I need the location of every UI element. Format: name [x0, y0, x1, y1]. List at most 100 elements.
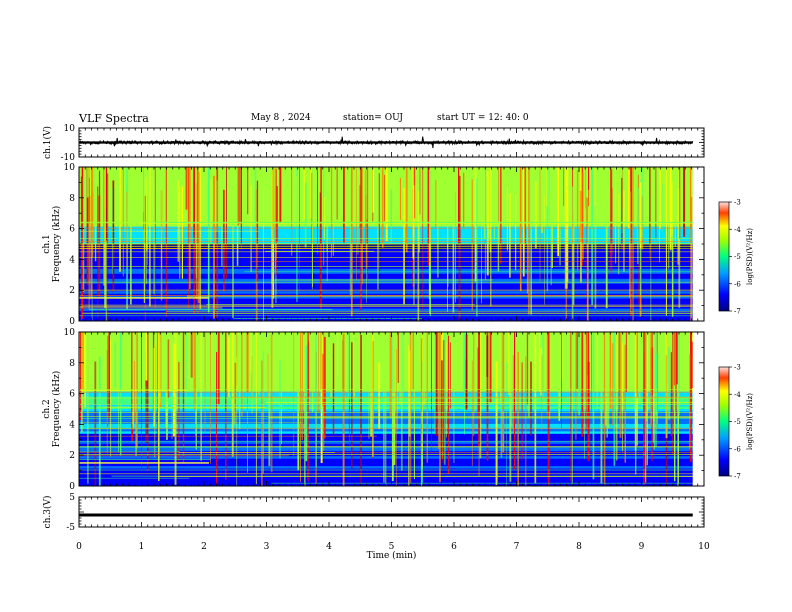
spec-streak [141, 332, 142, 471]
x-tick-label: 6 [451, 542, 457, 552]
colorbar-label: log(PSD)(V²/Hz) [746, 393, 754, 450]
y-tick-label: 0 [69, 482, 75, 492]
y-axis-label: ch.1(V) [42, 126, 53, 159]
spec-streak [511, 332, 513, 427]
spec-streak [246, 332, 249, 393]
spec-streak [119, 332, 122, 456]
spec-streak [618, 332, 620, 419]
spec-streak [185, 332, 187, 397]
spec-streak [331, 167, 333, 256]
spec-streak [474, 167, 477, 282]
spec-streak [514, 332, 515, 470]
spec-streak [458, 167, 460, 244]
spec-streak [199, 167, 202, 310]
spec-streak [493, 184, 495, 240]
x-tick-label: 4 [326, 542, 332, 552]
spec-streak [509, 332, 512, 482]
spec-streak [671, 181, 673, 236]
spec-streak [267, 354, 269, 399]
spec-streak [231, 332, 234, 457]
spec-streak [153, 347, 156, 427]
spec-streak [471, 360, 473, 466]
spec-streak [643, 332, 645, 485]
spec-streak [497, 167, 500, 272]
spec-streak [359, 184, 361, 229]
spec-streak [483, 167, 486, 240]
spec-streak [679, 167, 681, 240]
spec-streak [291, 167, 293, 256]
spec-streak [619, 332, 622, 438]
spec-row [79, 339, 693, 343]
spec-streak [674, 332, 677, 417]
spec-streak [356, 167, 357, 281]
spec-streak [239, 167, 241, 225]
spec-streak [523, 167, 526, 246]
spec-row [79, 258, 693, 262]
spec-streak [149, 168, 151, 307]
spec-streak [412, 167, 414, 259]
spec-streak [303, 167, 305, 220]
spec-streak [613, 332, 616, 466]
spec-streak [272, 167, 275, 240]
spec-streak [621, 167, 623, 234]
spec-streak [498, 167, 500, 222]
spec-streak [611, 187, 613, 256]
spec-streak [486, 332, 489, 461]
spec-streak [612, 343, 614, 426]
spec-streak [691, 341, 694, 388]
spec-streak [82, 332, 84, 390]
spec-streak [674, 332, 676, 482]
spec-streak [384, 174, 385, 222]
spec-streak [261, 360, 263, 486]
spec-streak [488, 167, 490, 239]
spec-streak [237, 167, 239, 226]
y-axis-label: ch.2 [42, 399, 52, 418]
spec-streak [422, 332, 423, 469]
spec-streak [141, 167, 144, 213]
spec-streak [217, 332, 220, 404]
spec-streak [628, 167, 630, 229]
spec-streak [683, 167, 686, 237]
spec-streak [651, 332, 653, 461]
spec-streak [94, 361, 97, 486]
spec-streak [399, 177, 401, 220]
spec-streak [132, 332, 135, 428]
spec-streak [372, 332, 374, 457]
spec-streak [455, 191, 456, 303]
spec-streak [571, 332, 573, 390]
spec-streak [621, 332, 623, 402]
spec-streak [167, 339, 170, 398]
spec-streak [323, 167, 325, 266]
spec-streak [216, 352, 217, 486]
spec-row [79, 249, 693, 253]
spec-streak [105, 191, 107, 321]
spec-streak [380, 332, 382, 393]
spec-streak [506, 362, 507, 486]
spec-streak [147, 195, 148, 266]
spec-streak [572, 167, 575, 305]
spec-streak [320, 167, 322, 309]
spec-streak [541, 355, 543, 431]
spec-streak [213, 175, 215, 319]
spec-streak [241, 332, 243, 417]
spec-streak [414, 167, 416, 219]
spec-streak [389, 332, 392, 417]
spec-streak [439, 332, 441, 483]
spec-row [79, 263, 693, 267]
spec-streak [348, 332, 350, 400]
spec-row [79, 318, 693, 321]
spec-streak [538, 332, 540, 392]
colorbar-tick-label: -3 [734, 199, 741, 207]
spec-streak [539, 167, 541, 282]
spec-streak [305, 345, 308, 462]
spec-row [79, 283, 693, 287]
spec-streak [512, 355, 515, 434]
spec-streak [615, 332, 618, 461]
spec-streak [368, 332, 370, 439]
y-tick-label: 10 [64, 124, 76, 134]
spec-streak [360, 335, 362, 484]
spec-streak [581, 332, 584, 437]
spec-streak [677, 188, 680, 265]
x-tick-label: 9 [639, 542, 645, 552]
spec-streak [637, 187, 639, 265]
